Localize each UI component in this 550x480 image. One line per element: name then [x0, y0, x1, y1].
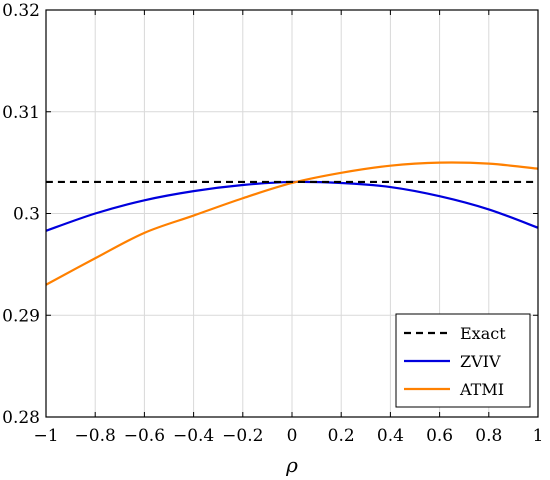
x-tick-label: −0.8 — [75, 426, 116, 446]
series-lines — [45, 161, 539, 286]
x-tick-label: 0.6 — [426, 426, 453, 446]
x-tick-label: −0.6 — [124, 426, 165, 446]
x-tick-label: 0.4 — [377, 426, 404, 446]
y-tick-label: 0.3 — [13, 205, 40, 225]
ticks — [45, 9, 539, 418]
x-tick-labels: −1 −0.8 −0.6 −0.4 −0.2 0 0.2 0.4 0.6 0.8 1 — [33, 426, 543, 446]
x-tick-label: −1 — [33, 426, 58, 446]
y-tick-label: 0.29 — [2, 306, 40, 326]
legend: Exact ZVIV ATMI — [395, 313, 531, 408]
x-tick-label: 0.2 — [328, 426, 355, 446]
y-tick-label: 0.28 — [2, 408, 40, 428]
y-tick-label: 0.31 — [2, 103, 40, 123]
y-tick-label: 0.32 — [2, 1, 40, 21]
x-axis-label: ρ — [285, 453, 298, 477]
x-tick-label: 0.8 — [475, 426, 502, 446]
y-tick-labels: 0.28 0.29 0.3 0.31 0.32 — [2, 1, 40, 428]
legend-label-zviv: ZVIV — [460, 352, 501, 371]
x-tick-label: −0.2 — [222, 426, 263, 446]
x-tick-label: −0.4 — [173, 426, 214, 446]
legend-label-atmi: ATMI — [459, 380, 504, 399]
x-tick-label: 0 — [287, 426, 298, 446]
x-tick-label: 1 — [533, 426, 544, 446]
legend-label-exact: Exact — [460, 324, 506, 343]
